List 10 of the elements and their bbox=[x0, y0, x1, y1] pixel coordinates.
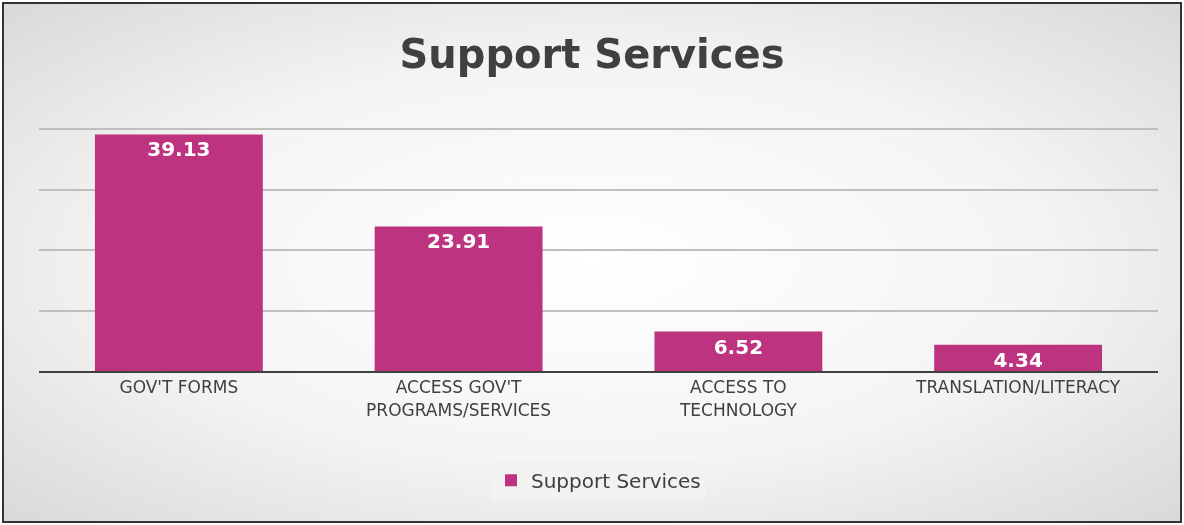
legend-label: Support Services bbox=[531, 468, 701, 493]
data-label: 4.34 bbox=[993, 347, 1043, 372]
data-label: 6.52 bbox=[713, 334, 764, 359]
x-tick-label: ACCESS GOV'T PROGRAMS/SERVICES bbox=[366, 377, 552, 420]
chart-title: Support Services bbox=[399, 31, 785, 78]
data-label: 23.91 bbox=[426, 229, 491, 254]
x-tick-label: TRANSLATION/LITERACY bbox=[915, 377, 1121, 398]
x-tick-label: GOV'T FORMS bbox=[119, 377, 239, 398]
data-label: 39.13 bbox=[147, 137, 211, 162]
x-tick-label: ACCESS TO TECHNOLOGY bbox=[678, 377, 798, 420]
